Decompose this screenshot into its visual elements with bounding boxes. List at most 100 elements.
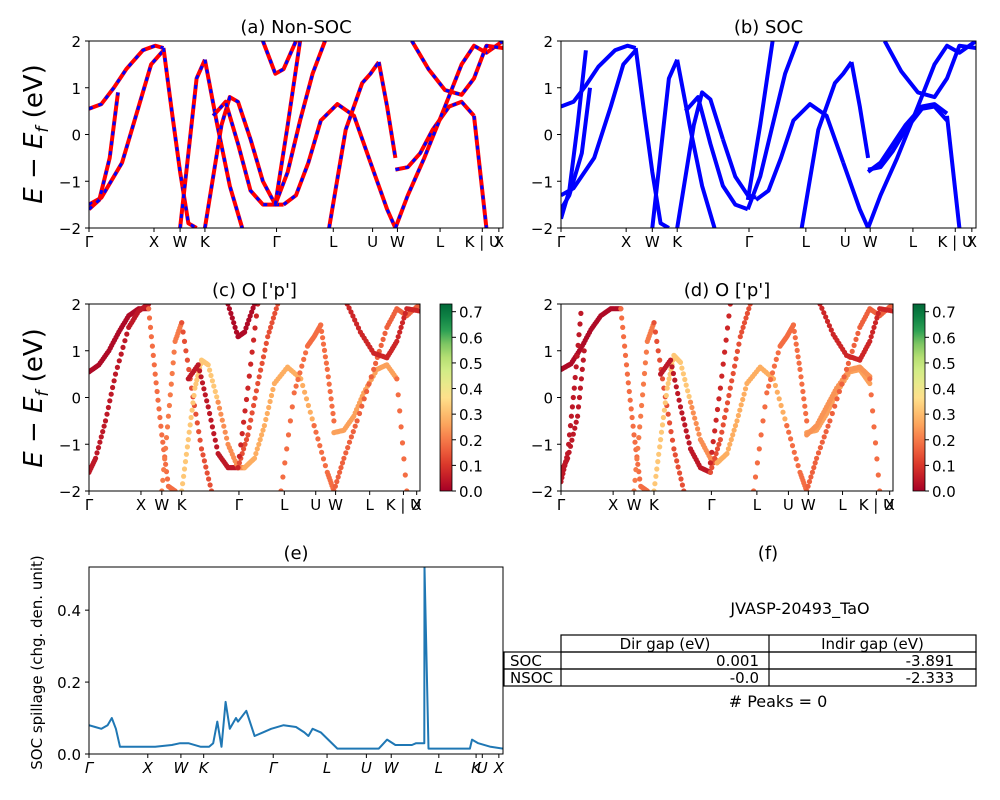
projection-point bbox=[651, 488, 657, 491]
projection-point bbox=[809, 469, 816, 475]
projection-point bbox=[252, 325, 258, 331]
projection-point bbox=[150, 352, 156, 358]
panel-e-xtick-label: W bbox=[173, 759, 189, 777]
projection-point bbox=[324, 366, 330, 372]
projection-point bbox=[319, 328, 325, 334]
projection-point bbox=[208, 488, 215, 491]
projection-point bbox=[682, 376, 688, 383]
projection-point bbox=[823, 429, 829, 435]
projection-point bbox=[354, 418, 360, 424]
projection-point bbox=[573, 364, 579, 370]
panel-d-xtick-label: U bbox=[783, 496, 794, 514]
projection-point bbox=[278, 488, 284, 491]
projection-point bbox=[204, 398, 210, 404]
projection-point bbox=[182, 459, 189, 465]
projection-point bbox=[199, 380, 206, 386]
projection-point bbox=[247, 313, 253, 319]
projection-point bbox=[116, 358, 122, 364]
projection-point bbox=[724, 451, 730, 457]
table-caption: JVASP-20493_TaO bbox=[729, 599, 869, 619]
projection-point bbox=[211, 383, 217, 389]
colorbar-tick-label: 0.3 bbox=[932, 406, 956, 424]
projection-point bbox=[658, 429, 665, 435]
panel-e-xtick-label: K bbox=[199, 759, 210, 777]
projection-point bbox=[193, 411, 199, 417]
projection-point bbox=[572, 374, 578, 381]
projection-point bbox=[577, 321, 583, 327]
colorbar bbox=[912, 303, 926, 492]
projection-point bbox=[184, 444, 190, 450]
projection-point bbox=[803, 410, 809, 417]
projection-point bbox=[841, 374, 847, 380]
projection-point bbox=[657, 357, 663, 363]
projection-point bbox=[146, 306, 152, 312]
colorbar-tick-label: 0.1 bbox=[459, 457, 483, 475]
band-line-down bbox=[369, 162, 397, 228]
projection-point bbox=[401, 315, 407, 321]
projection-point bbox=[267, 398, 273, 405]
panel-d-xtick-label: L bbox=[753, 496, 762, 514]
projection-point bbox=[790, 322, 797, 328]
projection-point bbox=[796, 360, 802, 366]
projection-point bbox=[713, 417, 719, 423]
projection-point bbox=[158, 423, 164, 429]
projection-point bbox=[782, 416, 788, 422]
projection-point bbox=[321, 347, 328, 353]
band-line-up bbox=[393, 41, 503, 228]
projection-point bbox=[318, 322, 324, 328]
projection-point bbox=[581, 348, 587, 354]
projection-point bbox=[186, 429, 192, 435]
projection-point bbox=[784, 423, 790, 429]
projection-point bbox=[97, 439, 103, 445]
projection-point bbox=[758, 432, 764, 438]
ylabel-sub: f bbox=[33, 388, 53, 397]
projection-point bbox=[207, 367, 213, 373]
projection-point bbox=[255, 380, 261, 387]
projection-point bbox=[631, 488, 637, 491]
projection-point bbox=[839, 381, 845, 387]
projection-point bbox=[159, 432, 165, 438]
projection-point bbox=[819, 439, 825, 445]
projection-point bbox=[327, 388, 333, 395]
projection-point bbox=[252, 395, 258, 401]
table-row-nsoc bbox=[503, 668, 977, 687]
panel-d-xtick-label: L bbox=[838, 496, 847, 514]
projection-point bbox=[683, 428, 689, 434]
panel-a-ytick-label: −2 bbox=[59, 220, 81, 238]
projection-point bbox=[338, 465, 344, 471]
projection-point bbox=[124, 331, 130, 337]
panel-d-xtick-label: K bbox=[649, 496, 660, 514]
panel-a-xtick-label: W bbox=[173, 233, 188, 251]
panel-e-xtick-label: W bbox=[384, 759, 400, 777]
projection-point bbox=[208, 417, 214, 423]
projection-point bbox=[578, 376, 585, 382]
projection-point bbox=[214, 444, 220, 450]
projection-point bbox=[282, 460, 288, 466]
projection-point bbox=[709, 449, 715, 455]
projection-point bbox=[667, 420, 673, 426]
projection-point bbox=[630, 423, 636, 429]
projection-point bbox=[572, 425, 578, 431]
projection-point bbox=[183, 451, 189, 457]
projection-point bbox=[685, 434, 691, 440]
projection-point bbox=[805, 483, 811, 489]
projection-point bbox=[171, 349, 177, 355]
projection-point bbox=[160, 439, 166, 445]
projection-point bbox=[157, 414, 163, 421]
projection-point bbox=[678, 476, 684, 482]
panel-f-title: (f) bbox=[758, 543, 778, 564]
projection-point bbox=[209, 424, 215, 430]
projection-point bbox=[346, 305, 352, 311]
projection-point bbox=[791, 449, 797, 455]
projection-point bbox=[245, 385, 251, 391]
projection-point bbox=[628, 406, 634, 412]
projection-point bbox=[621, 334, 627, 340]
projection-point bbox=[193, 381, 199, 387]
projection-point bbox=[801, 396, 807, 402]
projection-point bbox=[673, 384, 679, 390]
projection-point bbox=[188, 414, 194, 421]
projection-point bbox=[291, 390, 297, 396]
projection-point bbox=[712, 455, 718, 461]
projection-point bbox=[714, 446, 721, 452]
panel-e-xtick-label: K bbox=[471, 759, 482, 777]
